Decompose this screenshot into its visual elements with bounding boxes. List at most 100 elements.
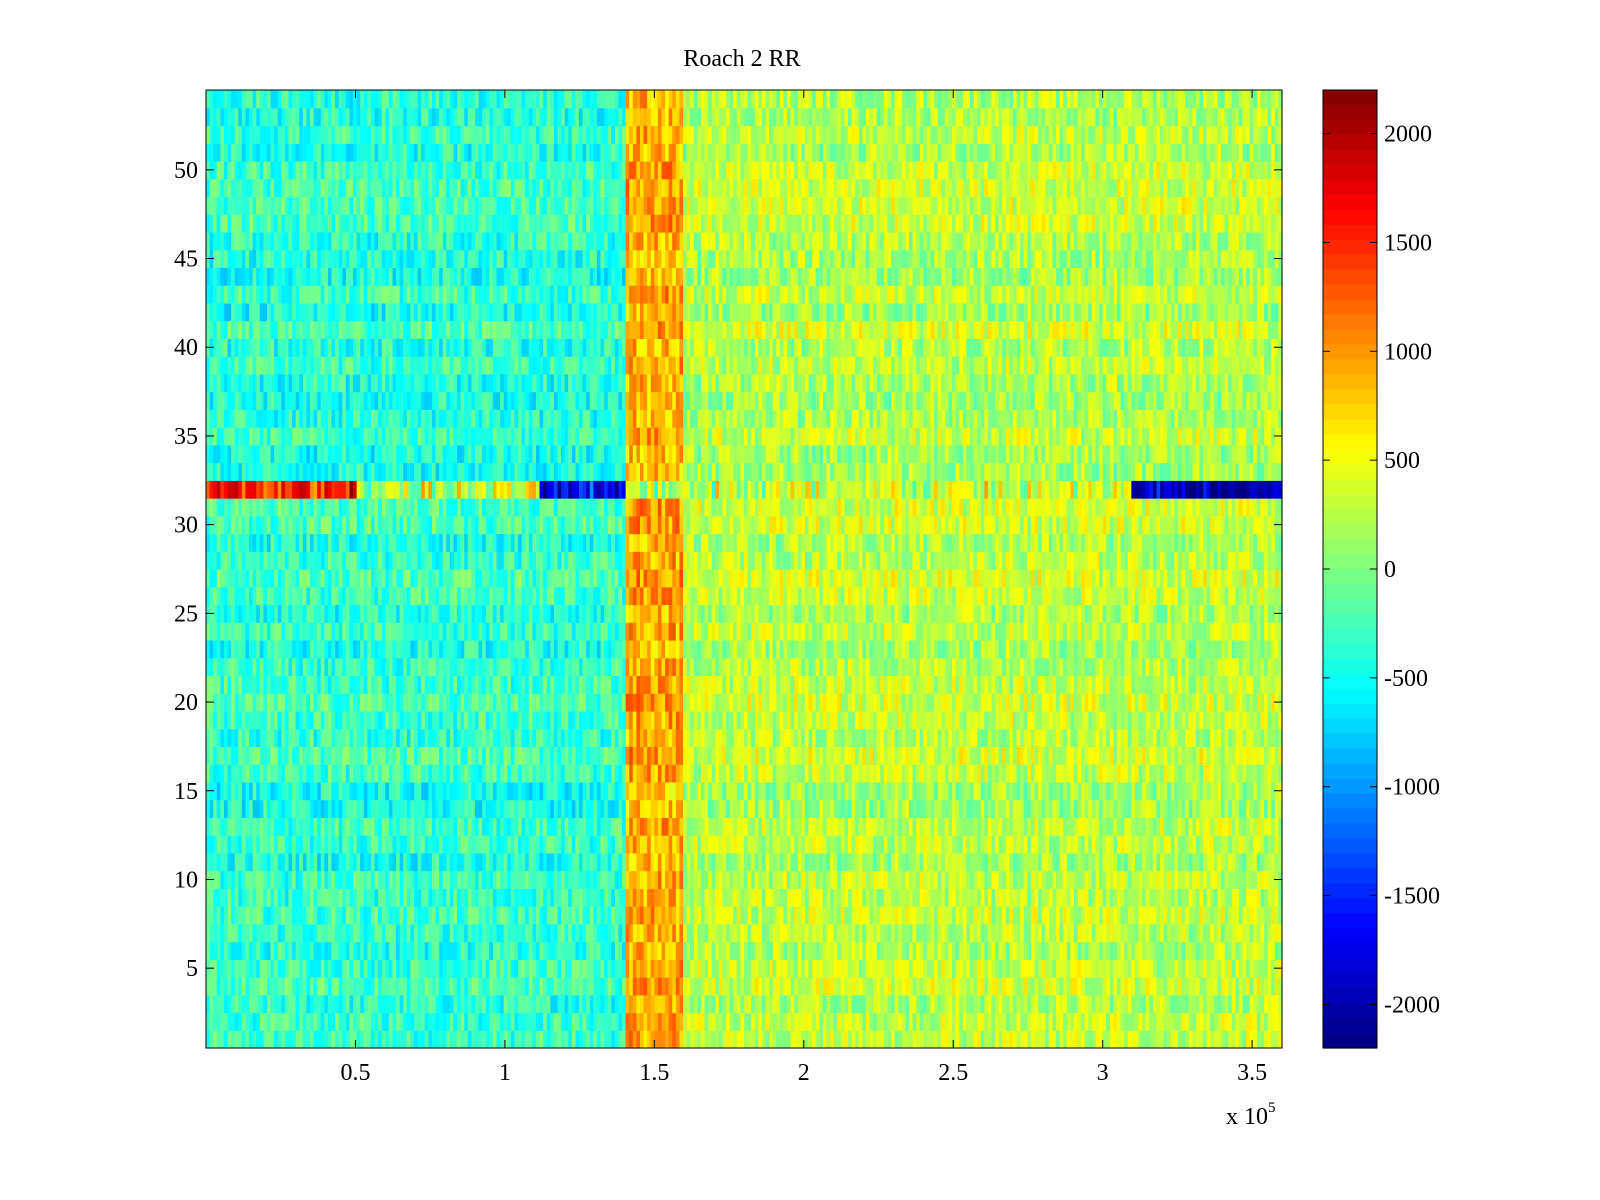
heatmap-cell — [306, 1030, 311, 1049]
heatmap-cell — [345, 764, 351, 783]
heatmap-cell — [733, 870, 738, 889]
heatmap-cell — [1073, 941, 1079, 960]
heatmap-cell — [399, 799, 404, 818]
heatmap-cell — [417, 994, 422, 1014]
heatmap-cell — [571, 1012, 577, 1031]
heatmap-cell — [295, 941, 300, 960]
heatmap-cell — [435, 1012, 440, 1031]
heatmap-cell — [392, 781, 397, 801]
heatmap-cell — [546, 1012, 551, 1031]
heatmap-cell — [1274, 1030, 1280, 1049]
heatmap-cell — [733, 1012, 738, 1031]
heatmap-cell — [815, 994, 820, 1014]
heatmap-cell — [729, 764, 734, 783]
heatmap-cell — [582, 746, 587, 765]
heatmap-cell — [457, 1012, 462, 1031]
heatmap-cell — [607, 906, 612, 925]
heatmap-cell — [858, 1012, 863, 1031]
heatmap-cell — [1134, 781, 1140, 801]
heatmap-cell — [1052, 888, 1057, 907]
heatmap-cell — [1091, 923, 1097, 943]
heatmap-cell — [1267, 888, 1272, 907]
heatmap-cell — [482, 977, 487, 996]
heatmap-cell — [736, 1012, 742, 1031]
heatmap-cell — [492, 870, 498, 889]
heatmap-cell — [335, 1012, 340, 1031]
heatmap-cell — [1127, 817, 1132, 836]
heatmap-cell — [546, 941, 551, 960]
heatmap-cell — [1203, 781, 1208, 801]
heatmap-cell — [851, 994, 856, 1014]
heatmap-cell — [1081, 888, 1086, 907]
heatmap-cell — [923, 1012, 928, 1031]
heatmap-cell — [306, 941, 311, 960]
heatmap-cell — [1088, 941, 1093, 960]
heatmap-cell — [751, 764, 756, 783]
heatmap-cell — [1213, 852, 1219, 872]
heatmap-cell — [1224, 852, 1229, 872]
heatmap-cell — [769, 906, 774, 925]
heatmap-cell — [905, 852, 910, 872]
heatmap-cell — [647, 977, 652, 996]
heatmap-cell — [367, 764, 372, 783]
heatmap-cell — [1249, 906, 1254, 925]
heatmap-cell — [353, 852, 358, 872]
heatmap-cell — [862, 852, 867, 872]
heatmap-cell — [539, 746, 544, 765]
heatmap-cell — [783, 764, 788, 783]
heatmap-cell — [1009, 817, 1014, 836]
heatmap-cell — [1063, 906, 1068, 925]
heatmap-cell — [414, 817, 419, 836]
heatmap-cell — [1210, 888, 1215, 907]
heatmap-cell — [787, 923, 792, 943]
heatmap-cell — [1163, 906, 1168, 925]
heatmap-cell — [439, 835, 444, 854]
heatmap-cell — [804, 994, 810, 1014]
heatmap-cell — [672, 746, 677, 765]
heatmap-cell — [1221, 923, 1226, 943]
heatmap-cell — [1221, 817, 1226, 836]
heatmap-cell — [632, 888, 637, 907]
heatmap-cell — [385, 746, 390, 765]
heatmap-cell — [467, 977, 473, 996]
heatmap-cell — [306, 764, 311, 783]
heatmap-cell — [622, 764, 627, 783]
heatmap-cell — [270, 817, 275, 836]
heatmap-cell — [528, 1030, 533, 1049]
heatmap-cell — [1117, 1030, 1122, 1049]
heatmap-cell — [327, 764, 333, 783]
heatmap-cell — [1023, 835, 1028, 854]
heatmap-cell — [392, 746, 397, 765]
heatmap-cell — [568, 817, 573, 836]
heatmap-cell — [374, 852, 379, 872]
heatmap-cell — [410, 835, 415, 854]
heatmap-cell — [525, 799, 530, 818]
heatmap-cell — [295, 994, 300, 1014]
heatmap-cell — [1246, 1012, 1251, 1031]
heatmap-cell — [1174, 959, 1179, 978]
heatmap-cell — [439, 1030, 444, 1049]
heatmap-cell — [1278, 888, 1283, 907]
heatmap-cell — [1013, 835, 1018, 854]
heatmap-cell — [1213, 1030, 1219, 1049]
heatmap-cell — [421, 817, 426, 836]
heatmap-cell — [1238, 977, 1244, 996]
heatmap-cell — [596, 994, 602, 1014]
heatmap-cell — [923, 1030, 928, 1049]
heatmap-cell — [1185, 764, 1190, 783]
heatmap-cell — [869, 959, 874, 978]
heatmap-cell — [733, 1030, 738, 1049]
heatmap-cell — [299, 888, 304, 907]
heatmap-cell — [614, 994, 620, 1014]
heatmap-cell — [622, 799, 627, 818]
heatmap-cell — [561, 923, 566, 943]
heatmap-cell — [1020, 764, 1025, 783]
heatmap-cell — [1242, 781, 1247, 801]
heatmap-cell — [686, 817, 691, 836]
heatmap-cell — [270, 906, 275, 925]
heatmap-cell — [317, 817, 322, 836]
heatmap-cell — [1084, 799, 1089, 818]
heatmap-cell — [1242, 1012, 1247, 1031]
heatmap-cell — [1253, 870, 1258, 889]
heatmap-cell — [220, 781, 225, 801]
